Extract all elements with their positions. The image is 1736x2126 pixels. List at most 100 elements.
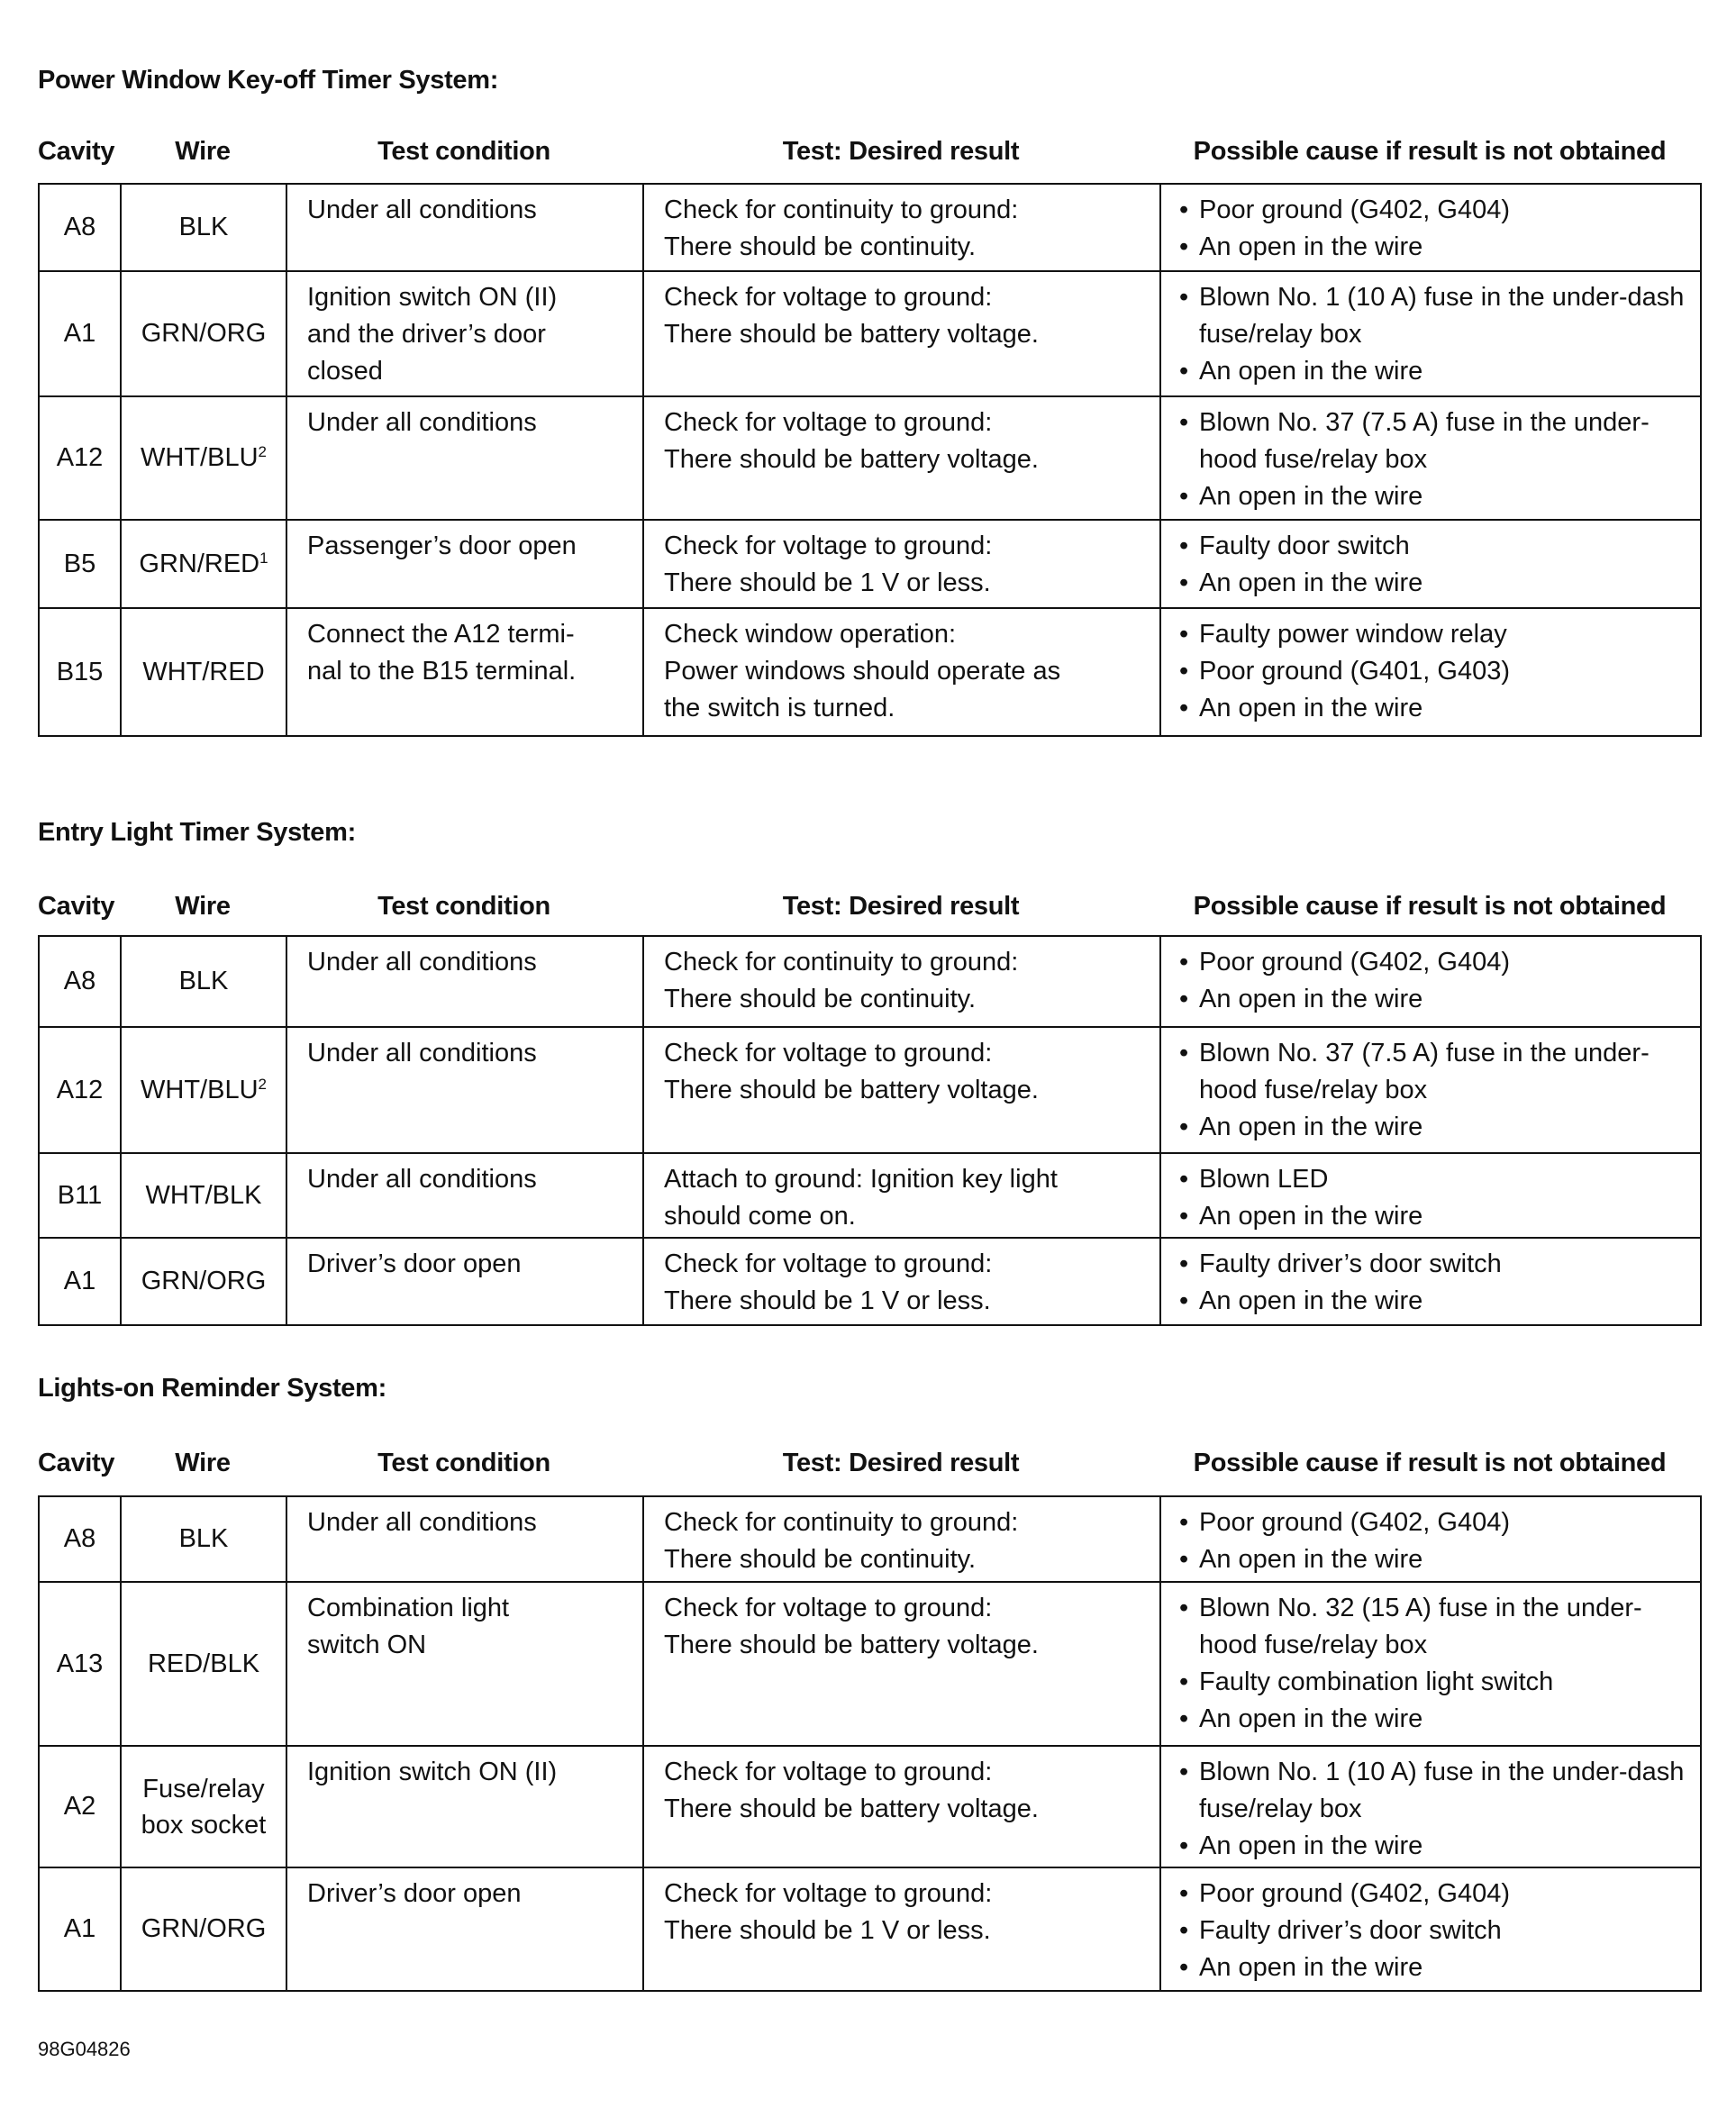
cavity-cell: B15 [38, 607, 122, 737]
cause-item: • Faulty driver’s door switch [1179, 1912, 1693, 1949]
desired-result: Check for voltage to ground: There shoul… [642, 1745, 1161, 1868]
cause-item: • An open in the wire [1179, 353, 1693, 390]
column-header: Test condition [377, 892, 550, 921]
cause-item: • An open in the wire [1179, 981, 1693, 1018]
cause-item: • Poor ground (G402, G404) [1179, 1876, 1693, 1912]
test-condition: Passenger’s door open [286, 519, 644, 609]
column-header: Test condition [377, 137, 550, 166]
wire-color: BLK [178, 213, 229, 241]
desired-result: Check for voltage to ground: There shoul… [642, 1026, 1161, 1154]
test-condition: Ignition switch ON (II) [286, 1745, 644, 1868]
table-row: A12 WHT/BLU2 Under all conditions Check for… [38, 1026, 1702, 1154]
bullet-icon: • [1179, 1286, 1189, 1315]
bullet-icon: • [1179, 1508, 1189, 1537]
test-table: A8 BLK Under all conditions Check for conti… [38, 183, 1702, 737]
wire-cell: RED/BLK [120, 1581, 287, 1747]
column-header: Possible cause if result is not obtained [1193, 137, 1667, 166]
wire-cell: WHT/BLK [120, 1152, 287, 1239]
cause-text: Poor ground (G402, G404) [1199, 1508, 1510, 1537]
footnote-marker: 2 [258, 1075, 267, 1093]
cause-text: Poor ground (G402, G404) [1199, 1879, 1510, 1908]
desired-result: Check for voltage to ground: There shoul… [642, 519, 1161, 609]
table-row: A2 Fuse/relay box socket Ignition switch O… [38, 1745, 1702, 1868]
desired-result: Check for continuity to ground: There sh… [642, 935, 1161, 1028]
desired-result: Check for voltage to ground: There shoul… [642, 1237, 1161, 1326]
bullet-icon: • [1179, 948, 1189, 977]
cause-text: Faulty driver’s door switch [1199, 1249, 1502, 1278]
possible-causes: • Faulty power window relay • Poor ground (… [1159, 607, 1702, 737]
cause-text: An open in the wire [1199, 985, 1423, 1013]
wire-color: BLK [178, 967, 229, 995]
wire-cell: GRN/ORG [120, 270, 287, 397]
cause-text: Faulty door switch [1199, 532, 1410, 560]
desired-result: Check for voltage to ground: There shoul… [642, 395, 1161, 521]
desired-result: Check window operation: Power windows sh… [642, 607, 1161, 737]
bullet-icon: • [1179, 1758, 1189, 1786]
cavity-cell: A8 [38, 935, 122, 1028]
cause-item: • An open in the wire [1179, 1701, 1693, 1738]
cause-item: • Blown No. 37 (7.5 A) fuse in the under-… [1179, 1035, 1693, 1109]
table-row: A12 WHT/BLU2 Under all conditions Check for… [38, 395, 1702, 521]
desired-result: Check for voltage to ground: There shoul… [642, 270, 1161, 397]
wire-color: BLK [178, 1524, 229, 1553]
cavity-cell: A1 [38, 270, 122, 397]
section-title: Entry Light Timer System: [38, 818, 356, 847]
wire-cell: BLK [120, 183, 287, 272]
desired-result: Check for continuity to ground: There sh… [642, 1495, 1161, 1583]
footnote-marker: 2 [258, 443, 267, 460]
wire-cell: WHT/RED [120, 607, 287, 737]
cause-text: Poor ground (G401, G403) [1199, 657, 1510, 686]
wire-cell: BLK [120, 1495, 287, 1583]
test-condition: Ignition switch ON (II) and the driver’s… [286, 270, 644, 397]
desired-result: Check for voltage to ground: There shoul… [642, 1581, 1161, 1747]
column-header: Test: Desired result [782, 892, 1020, 921]
figure-id: 98G04826 [38, 2038, 131, 2060]
bullet-icon: • [1179, 1249, 1189, 1278]
cause-item: • An open in the wire [1179, 1541, 1693, 1578]
wire-color: GRN/ORG [141, 319, 267, 348]
bullet-icon: • [1179, 1594, 1189, 1622]
cause-text: An open in the wire [1199, 1286, 1423, 1315]
cause-item: • Blown No. 37 (7.5 A) fuse in the under-… [1179, 404, 1693, 478]
cause-item: • An open in the wire [1179, 1109, 1693, 1146]
cause-text: An open in the wire [1199, 1831, 1423, 1860]
cause-text: Poor ground (G402, G404) [1199, 948, 1510, 977]
cause-item: • An open in the wire [1179, 478, 1693, 515]
table-row: A1 GRN/ORG Ignition switch ON (II) and the… [38, 270, 1702, 397]
bullet-icon: • [1179, 694, 1189, 722]
column-header: Test condition [377, 1449, 550, 1477]
wire-color: Fuse/relay box socket [141, 1774, 267, 1840]
test-condition: Under all conditions [286, 395, 644, 521]
cause-text: Blown No. 1 (10 A) fuse in the under-das… [1199, 1758, 1685, 1823]
cause-item: • Poor ground (G402, G404) [1179, 1504, 1693, 1541]
cause-item: • Faulty driver’s door switch [1179, 1246, 1693, 1283]
wire-color: GRN/ORG [141, 1267, 267, 1295]
cause-item: • Poor ground (G402, G404) [1179, 192, 1693, 229]
cause-item: • Faulty door switch [1179, 528, 1693, 565]
possible-causes: • Faulty driver’s door switch • An open in … [1159, 1237, 1702, 1326]
cause-text: An open in the wire [1199, 694, 1423, 722]
column-header: Possible cause if result is not obtained [1193, 1449, 1667, 1477]
cause-item: • Blown No. 1 (10 A) fuse in the under-da… [1179, 1754, 1693, 1828]
cause-item: • Blown No. 32 (15 A) fuse in the under-h… [1179, 1590, 1693, 1664]
test-condition: Under all conditions [286, 183, 644, 272]
column-header: Possible cause if result is not obtained [1193, 892, 1667, 921]
cause-text: An open in the wire [1199, 1953, 1423, 1982]
column-header: Wire [175, 137, 231, 166]
cause-text: Faulty combination light switch [1199, 1667, 1554, 1696]
cause-text: Faulty driver’s door switch [1199, 1916, 1502, 1945]
bullet-icon: • [1179, 283, 1189, 312]
wire-color: RED/BLK [147, 1649, 260, 1678]
bullet-icon: • [1179, 408, 1189, 437]
cause-text: An open in the wire [1199, 1202, 1423, 1231]
bullet-icon: • [1179, 1545, 1189, 1574]
test-condition: Under all conditions [286, 935, 644, 1028]
cause-text: Blown No. 37 (7.5 A) fuse in the under-h… [1199, 1039, 1650, 1104]
desired-result: Attach to ground: Ignition key light sho… [642, 1152, 1161, 1239]
bullet-icon: • [1179, 1113, 1189, 1141]
possible-causes: • Poor ground (G402, G404) • An open in the… [1159, 183, 1702, 272]
bullet-icon: • [1179, 532, 1189, 560]
bullet-icon: • [1179, 1704, 1189, 1733]
cavity-cell: B5 [38, 519, 122, 609]
wire-cell: WHT/BLU2 [120, 395, 287, 521]
